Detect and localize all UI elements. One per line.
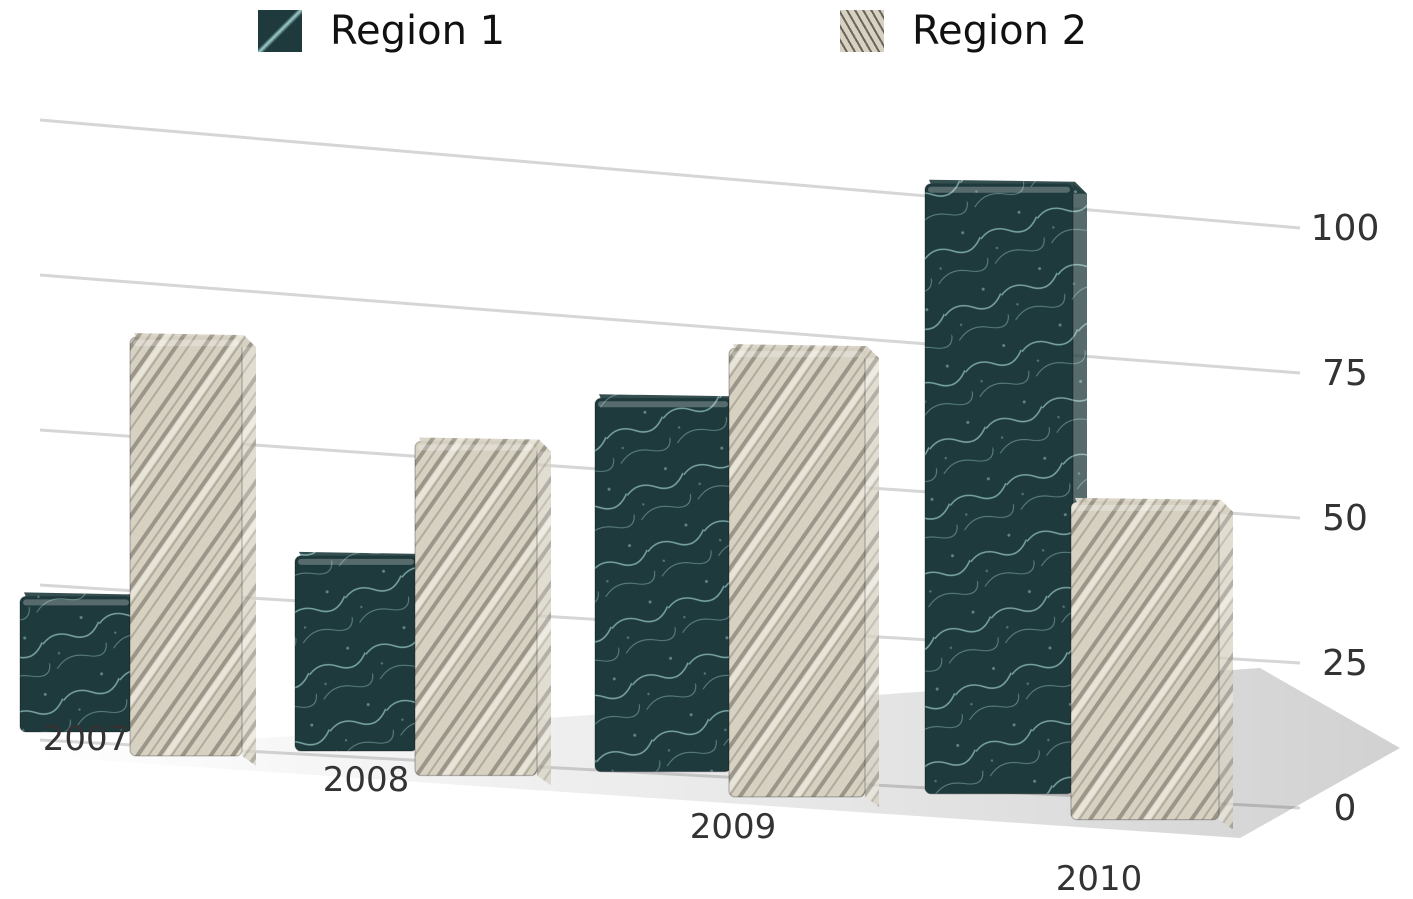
bar-front bbox=[1070, 501, 1220, 821]
bar-front bbox=[924, 183, 1074, 795]
bar-region-2-2010 bbox=[1070, 497, 1233, 830]
bar-top bbox=[419, 437, 551, 452]
bar-highlight bbox=[598, 401, 728, 408]
bar-side bbox=[865, 348, 879, 807]
bar-top bbox=[929, 179, 1087, 194]
x-tick-label-2007: 2007 bbox=[43, 719, 130, 759]
bar-top bbox=[134, 333, 256, 348]
y-tick-label-75: 75 bbox=[1322, 353, 1368, 394]
bar-front bbox=[294, 555, 418, 752]
bar-front bbox=[414, 440, 538, 777]
legend-swatch-region-1 bbox=[258, 10, 302, 52]
legend-item-region-2: Region 2 bbox=[840, 8, 1087, 54]
bar-top bbox=[24, 592, 146, 607]
bar-highlight bbox=[298, 558, 414, 565]
legend-label-region-1: Region 1 bbox=[330, 8, 506, 54]
bar-region-1-2008 bbox=[294, 551, 431, 762]
bar-side bbox=[1219, 501, 1233, 830]
bar-highlight bbox=[133, 340, 239, 347]
bar-top bbox=[1075, 497, 1233, 512]
legend-item-region-1: Region 1 bbox=[258, 8, 505, 54]
y-tick-label-0: 0 bbox=[1334, 788, 1357, 829]
x-tick-label-2008: 2008 bbox=[323, 760, 410, 800]
bar-side bbox=[242, 337, 256, 766]
bar-region-1-2010 bbox=[924, 179, 1087, 804]
bar-top bbox=[299, 551, 431, 566]
bars bbox=[19, 179, 1233, 830]
y-tick-label-25: 25 bbox=[1322, 643, 1368, 684]
bar-front bbox=[728, 347, 866, 798]
y-tick-label-50: 50 bbox=[1322, 498, 1368, 539]
legend-swatch-region-2 bbox=[840, 10, 884, 52]
bar-front bbox=[129, 336, 243, 757]
bar-front bbox=[594, 397, 732, 773]
y-tick-label-100: 100 bbox=[1311, 208, 1380, 249]
bar-region-1-2009 bbox=[594, 394, 745, 782]
bar-top bbox=[733, 344, 879, 359]
bar-region-2-2008 bbox=[414, 437, 551, 786]
bar-top bbox=[599, 394, 745, 409]
bar-highlight bbox=[928, 186, 1070, 193]
bar-region-2-2009 bbox=[728, 344, 879, 807]
bar-highlight bbox=[23, 599, 129, 606]
gridline-75 bbox=[39, 273, 1301, 375]
bar-front bbox=[19, 595, 133, 733]
x-tick-label-2010: 2010 bbox=[1056, 859, 1143, 899]
bar-region-2-2007 bbox=[129, 333, 256, 766]
axis-labels: 0 25 50 75 100 2007 2008 2009 2010 bbox=[43, 208, 1380, 899]
bar-highlight bbox=[1074, 504, 1216, 511]
bar-side bbox=[537, 441, 551, 786]
gridline-100 bbox=[39, 118, 1301, 230]
legend-label-region-2: Region 2 bbox=[912, 8, 1088, 54]
x-tick-label-2009: 2009 bbox=[690, 807, 777, 847]
bar-highlight bbox=[732, 351, 862, 358]
bar-highlight bbox=[418, 444, 534, 451]
